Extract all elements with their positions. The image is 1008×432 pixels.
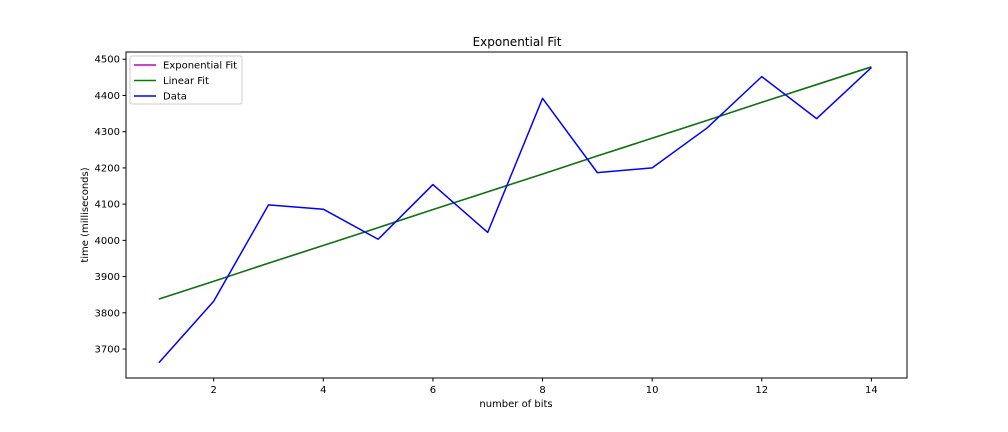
- x-tick-label: 2: [211, 385, 217, 396]
- plot-area-frame: [125, 51, 908, 379]
- series-line-data: [158, 67, 872, 364]
- x-tick-label: 12: [755, 385, 768, 396]
- fit-lines: [158, 66, 872, 300]
- x-tick-label: 10: [646, 385, 659, 396]
- legend-label-exponential-fit: Exponential Fit: [163, 61, 237, 72]
- legend-label-linear-fit: Linear Fit: [163, 76, 209, 87]
- y-axis-label: time (milliseconds): [80, 167, 91, 262]
- x-axis-label: number of bits: [479, 399, 552, 410]
- y-tick-label: 4400: [95, 91, 120, 102]
- y-axis: 3700 3800 3900 4000 4100 4200 4300 4400 4500: [95, 55, 126, 356]
- series-line-linear-fit: [158, 66, 872, 300]
- x-axis: 2 4 6 8 10 12 14: [211, 378, 878, 396]
- chart-title: Exponential Fit: [473, 35, 562, 49]
- y-tick-label: 4500: [95, 55, 120, 66]
- y-tick-label: 3800: [95, 308, 120, 319]
- y-tick-label: 4100: [95, 200, 120, 211]
- y-tick-label: 3900: [95, 272, 120, 283]
- y-tick-label: 4000: [95, 236, 120, 247]
- legend: Exponential Fit Linear Fit Data: [129, 55, 243, 105]
- x-tick-label: 8: [539, 385, 545, 396]
- data-line-group: [158, 67, 872, 364]
- legend-label-data: Data: [163, 92, 187, 103]
- legend-box: [129, 55, 243, 105]
- y-tick-label: 4200: [95, 163, 120, 174]
- y-tick-label: 3700: [95, 345, 120, 356]
- y-tick-label: 4300: [95, 127, 120, 138]
- x-tick-label: 6: [430, 385, 436, 396]
- x-tick-label: 14: [865, 385, 878, 396]
- x-tick-label: 4: [320, 385, 326, 396]
